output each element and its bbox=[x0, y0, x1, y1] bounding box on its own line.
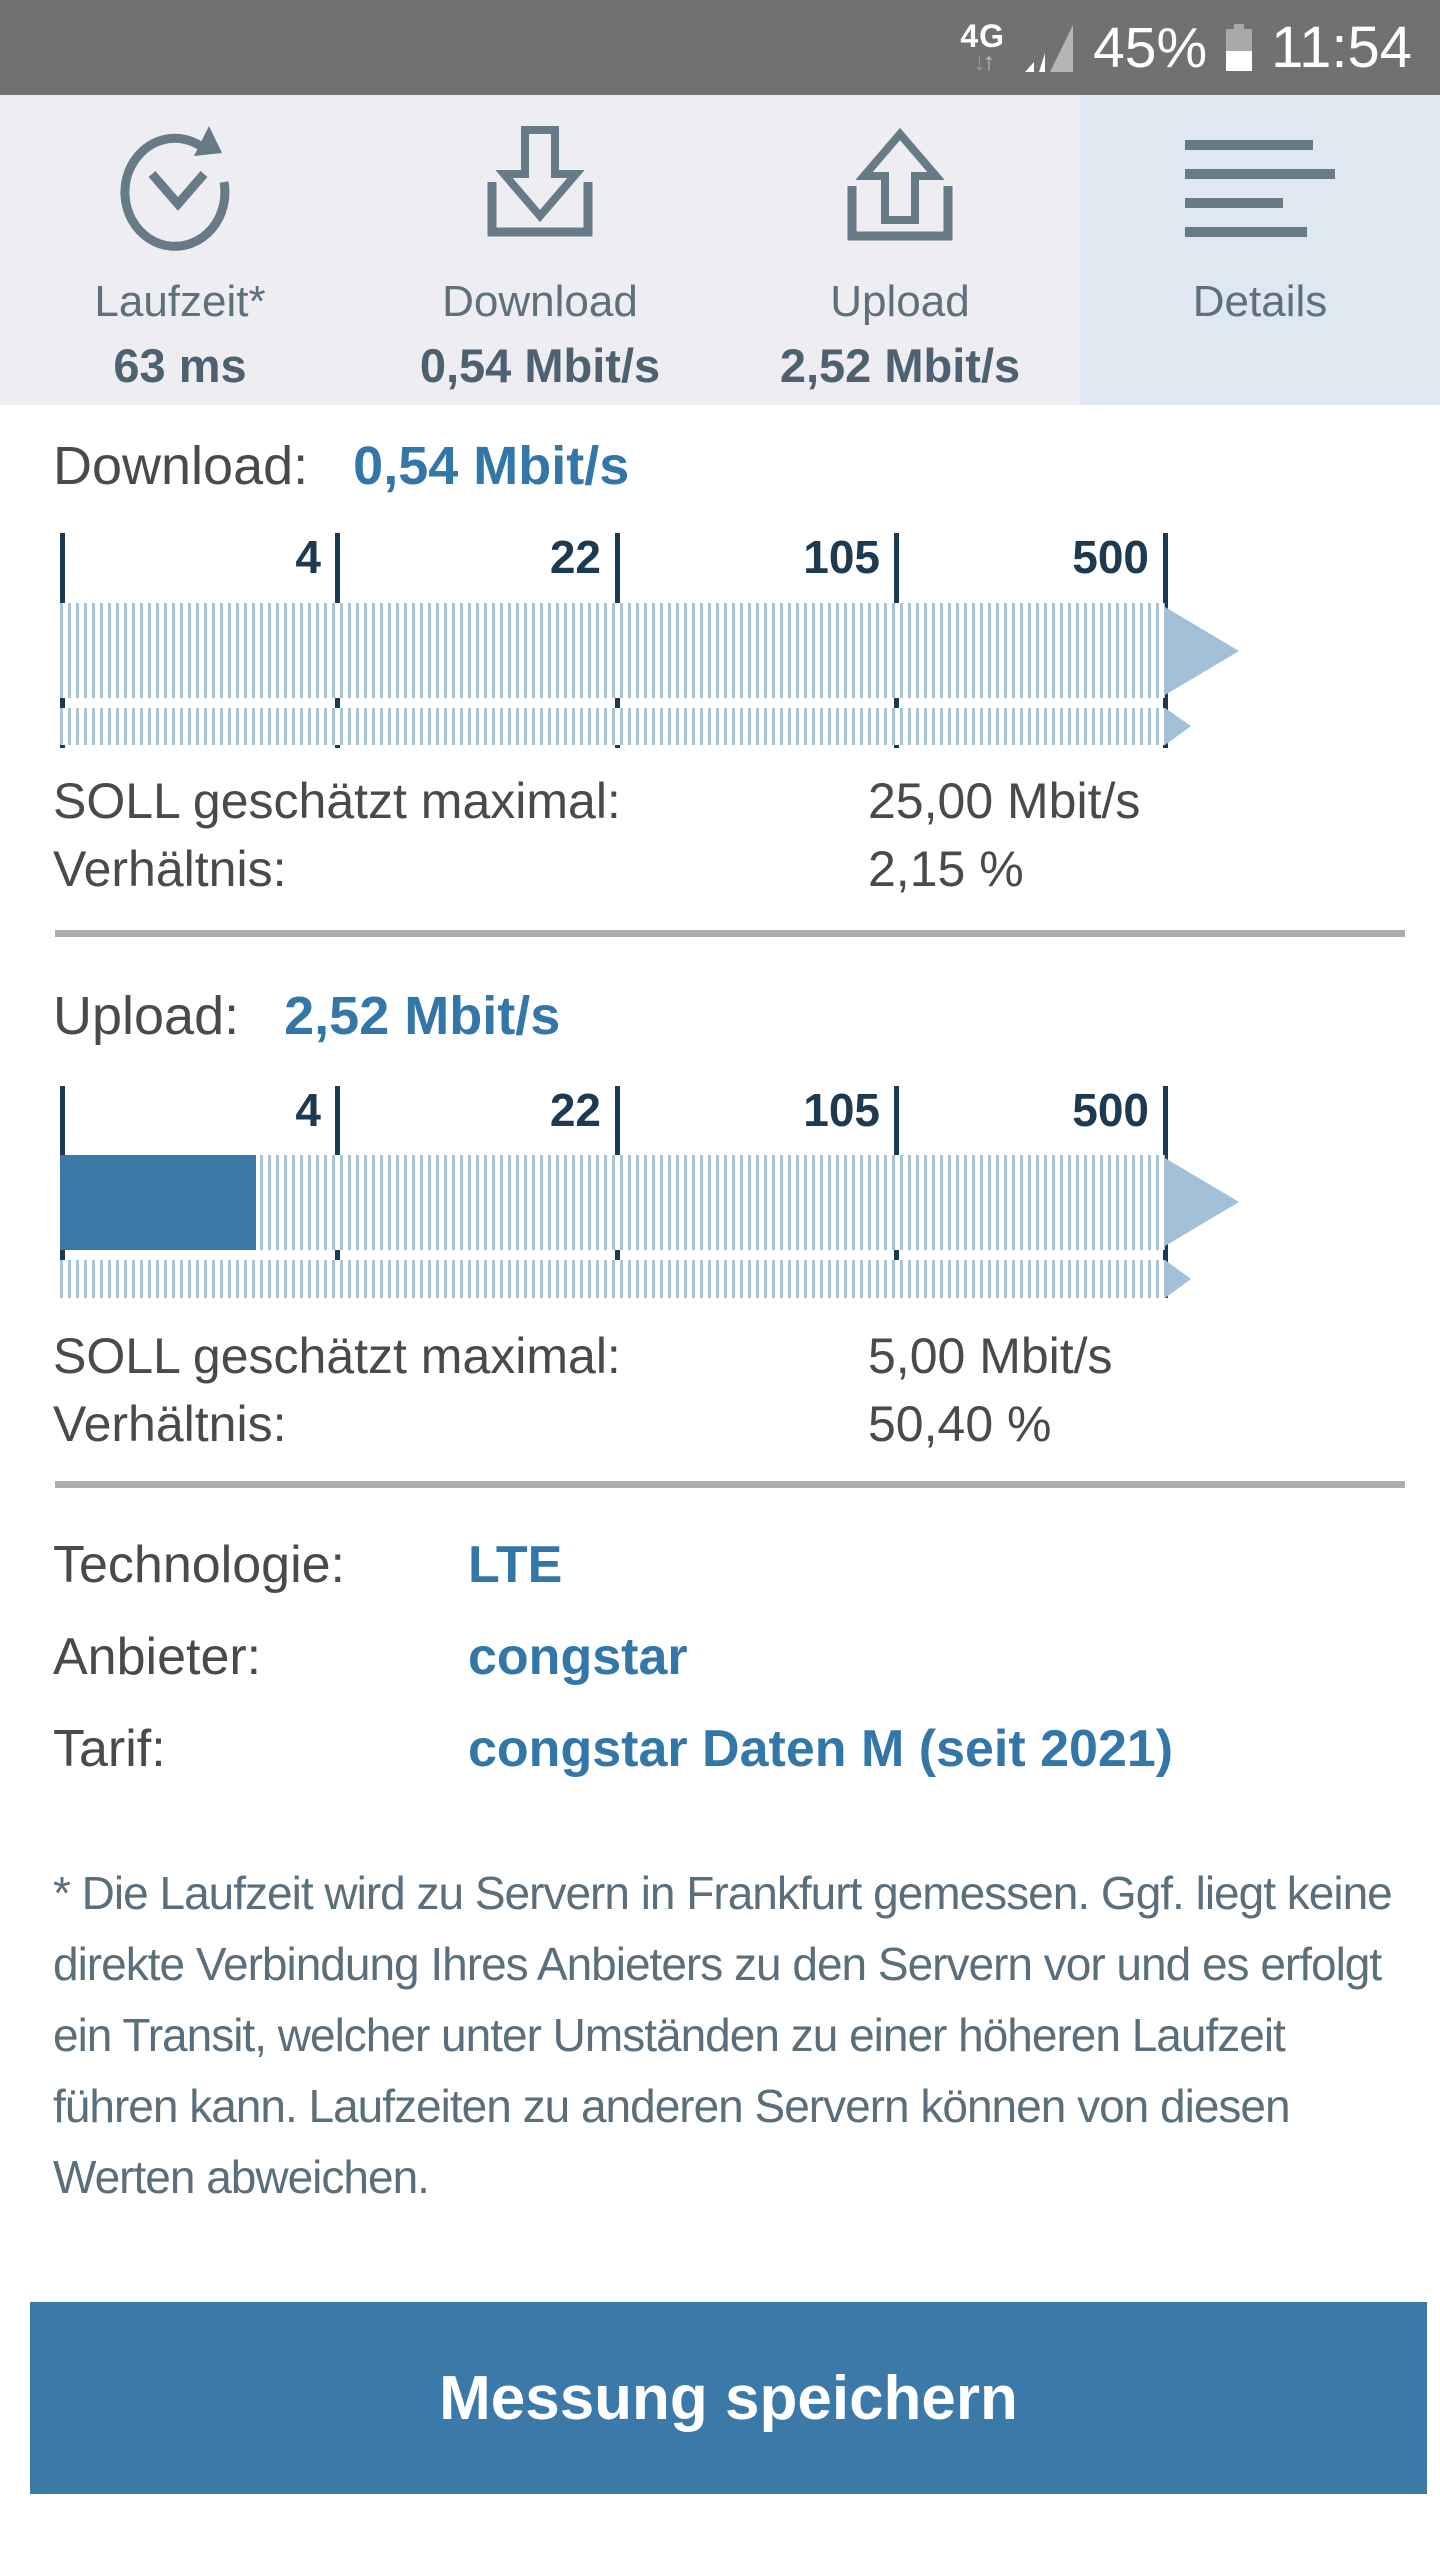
download-gauge-main-bar bbox=[60, 603, 1165, 698]
upload-gauge-fill bbox=[60, 1155, 256, 1250]
upload-gauge: 4 22 105 500 bbox=[60, 1086, 1330, 1298]
tab-bar: Laufzeit* 63 ms Download 0,54 Mbit/s Upl… bbox=[0, 95, 1440, 405]
technologie-label: Technologie: bbox=[53, 1536, 345, 1594]
tab-details[interactable]: Details bbox=[1080, 95, 1440, 405]
tab-laufzeit[interactable]: Laufzeit* 63 ms bbox=[0, 95, 360, 405]
save-measurement-button[interactable]: Messung speichern bbox=[30, 2302, 1427, 2494]
gauge-arrow-icon bbox=[1165, 607, 1239, 695]
tab-upload[interactable]: Upload 2,52 Mbit/s bbox=[720, 95, 1080, 405]
ratio-label: Verhältnis: bbox=[53, 841, 287, 897]
upload-heading: Upload: 2,52 Mbit/s bbox=[53, 986, 560, 1046]
data-activity-arrows-icon: ↓↑ bbox=[973, 48, 995, 76]
technologie-value: LTE bbox=[468, 1536, 563, 1594]
ratio-label: Verhältnis: bbox=[53, 1396, 287, 1452]
battery-icon bbox=[1226, 24, 1253, 71]
tab-label: Details bbox=[1192, 277, 1328, 326]
gauge-arrow-icon bbox=[1165, 1260, 1191, 1298]
download-soll-row: SOLL geschätzt maximal: 25,00 Mbit/s bbox=[53, 772, 1383, 830]
tab-label: Download bbox=[442, 277, 638, 326]
upload-heading-value: 2,52 Mbit/s bbox=[284, 986, 561, 1046]
footnote: * Die Laufzeit wird zu Servern in Frankf… bbox=[53, 1867, 1393, 2203]
section-divider bbox=[55, 930, 1405, 937]
tab-value: 63 ms bbox=[113, 339, 247, 392]
tab-label: Upload bbox=[830, 277, 970, 326]
download-gauge: 4 22 105 500 bbox=[60, 533, 1330, 748]
gauge-scale-label: 4 bbox=[295, 531, 321, 583]
soll-value: 5,00 Mbit/s bbox=[868, 1328, 1113, 1384]
status-bar: 4G ↓↑ 45% 11:54 bbox=[0, 0, 1440, 95]
gauge-scale-label: 22 bbox=[549, 531, 601, 583]
download-heading-value: 0,54 Mbit/s bbox=[353, 436, 630, 496]
gauge-scale-label: 500 bbox=[1072, 531, 1149, 583]
gauge-arrow-icon bbox=[1165, 1158, 1239, 1246]
clock: 11:54 bbox=[1271, 15, 1412, 80]
save-measurement-button-label: Messung speichern bbox=[439, 2363, 1018, 2433]
upload-heading-label: Upload: bbox=[53, 986, 240, 1046]
ratio-value: 2,15 % bbox=[868, 841, 1024, 897]
anbieter-label: Anbieter: bbox=[53, 1628, 262, 1686]
battery-percent: 45% bbox=[1093, 15, 1208, 80]
tab-download[interactable]: Download 0,54 Mbit/s bbox=[360, 95, 720, 405]
section-divider bbox=[55, 1481, 1405, 1488]
upload-gauge-main-bar bbox=[60, 1155, 1165, 1250]
network-type-label: 4G bbox=[960, 18, 1006, 54]
gauge-scale-label: 4 bbox=[295, 1084, 321, 1136]
tab-label: Laufzeit* bbox=[94, 277, 266, 326]
download-gauge-thin-bar bbox=[60, 708, 1165, 745]
gauge-scale-label: 105 bbox=[803, 1084, 880, 1136]
download-icon bbox=[470, 118, 610, 258]
network-type-indicator: 4G ↓↑ bbox=[960, 20, 1005, 75]
status-bar-right: 4G ↓↑ 45% 11:54 bbox=[960, 0, 1440, 95]
upload-icon bbox=[830, 118, 970, 258]
upload-soll-row: SOLL geschätzt maximal: 5,00 Mbit/s bbox=[53, 1327, 1383, 1385]
tarif-row: Tarif: congstar Daten M (seit 2021) bbox=[53, 1718, 1403, 1780]
anbieter-row: Anbieter: congstar bbox=[53, 1626, 1403, 1688]
upload-ratio-row: Verhältnis: 50,40 % bbox=[53, 1395, 1383, 1453]
soll-label: SOLL geschätzt maximal: bbox=[53, 773, 621, 829]
tarif-label: Tarif: bbox=[53, 1720, 166, 1778]
download-heading-label: Download: bbox=[53, 436, 309, 496]
soll-label: SOLL geschätzt maximal: bbox=[53, 1328, 621, 1384]
tab-value: 0,54 Mbit/s bbox=[419, 339, 661, 392]
latency-icon bbox=[110, 118, 250, 258]
details-icon bbox=[1185, 118, 1335, 258]
upload-gauge-thin-bar bbox=[60, 1260, 1165, 1298]
tarif-value: congstar Daten M (seit 2021) bbox=[468, 1720, 1174, 1778]
anbieter-value: congstar bbox=[468, 1628, 688, 1686]
ratio-value: 50,40 % bbox=[868, 1396, 1052, 1452]
download-ratio-row: Verhältnis: 2,15 % bbox=[53, 840, 1383, 898]
gauge-arrow-icon bbox=[1165, 708, 1191, 745]
download-heading: Download: 0,54 Mbit/s bbox=[53, 436, 629, 496]
gauge-scale-label: 105 bbox=[803, 531, 880, 583]
technologie-row: Technologie: LTE bbox=[53, 1534, 1403, 1596]
soll-value: 25,00 Mbit/s bbox=[868, 773, 1141, 829]
signal-strength-icon bbox=[1024, 22, 1074, 74]
gauge-scale-label: 22 bbox=[549, 1084, 601, 1136]
tab-value: 2,52 Mbit/s bbox=[779, 339, 1021, 392]
gauge-scale-label: 500 bbox=[1072, 1084, 1149, 1136]
